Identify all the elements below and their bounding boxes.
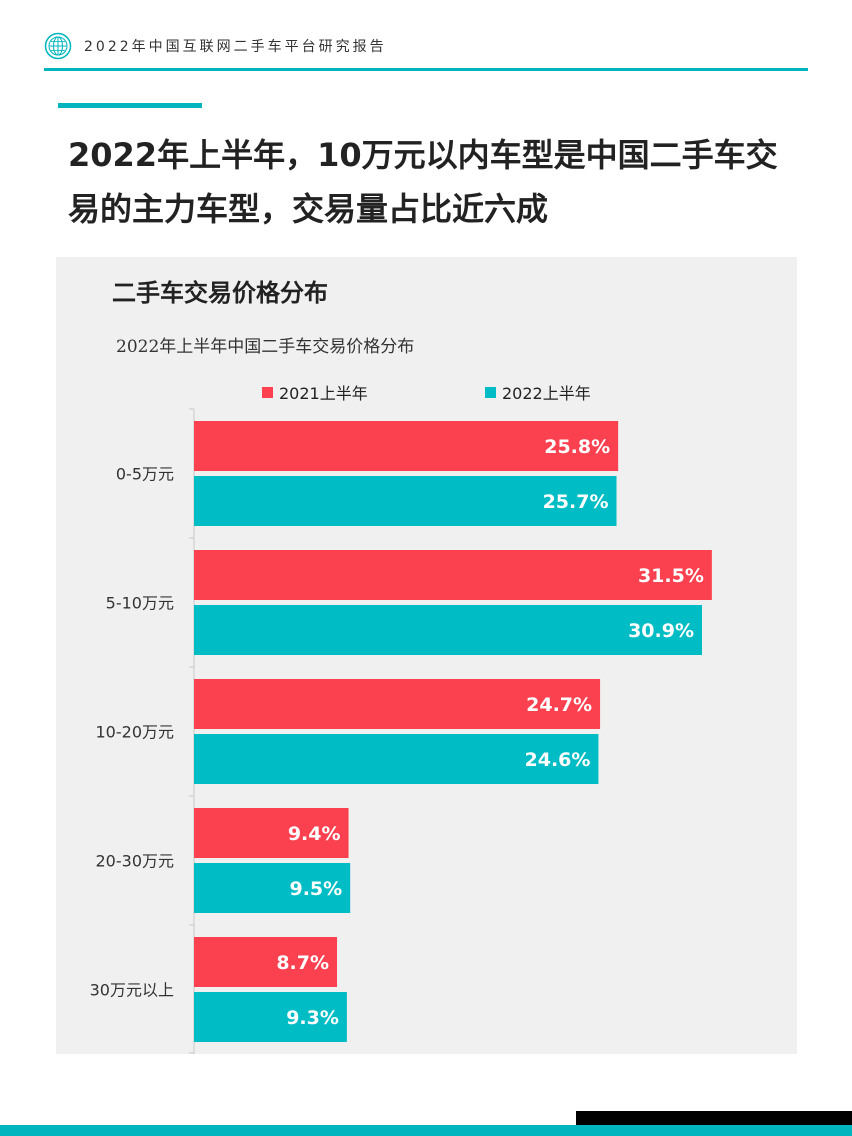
bar-2022 [194,605,702,655]
bar-2021 [194,421,619,471]
chart-heading: 二手车交易价格分布 [112,279,328,307]
category-label: 30万元以上 [90,981,174,1000]
header-divider [44,68,808,71]
bar-2021 [194,550,712,600]
bar-value-label: 9.5% [289,878,342,900]
bar-2022 [194,734,599,784]
legend-label-2022: 2022上半年 [502,384,591,403]
bar-value-label: 30.9% [628,620,694,642]
bar-value-label: 9.4% [288,823,341,845]
category-label: 20-30万元 [96,852,175,871]
footer-bar-dark [576,1111,852,1125]
bar-2021 [194,937,338,987]
report-title: 2022年中国互联网二手车平台研究报告 [84,39,387,55]
category-label: 0-5万元 [116,465,174,484]
bar-chart: 0-5万元 25.8% 25.7% 5-10万元 31.5% 30.9% 10-20万元 24… [90,408,712,1054]
legend-item-2021: 2021上半年 [262,380,368,403]
page-header: 2022年中国互联网二手车平台研究报告 [0,0,852,72]
bar-value-label: 9.3% [286,1007,339,1029]
bar-2022 [194,992,347,1042]
headline-accent-bar [58,103,202,108]
category-label: 5-10万元 [106,594,174,613]
bar-value-label: 24.7% [526,694,592,716]
bar-value-label: 8.7% [276,952,329,974]
footer-bar-accent [0,1125,852,1136]
bar-value-label: 25.8% [544,436,610,458]
globe-logo-icon [44,32,72,60]
category-label: 10-20万元 [96,723,175,742]
bar-value-label: 31.5% [638,565,704,587]
legend-label-2021: 2021上半年 [279,384,368,403]
legend-swatch-2022 [485,386,496,398]
page-headline: 2022年上半年，10万元以内车型是中国二手车交易的主力车型，交易量占比近六成 [68,136,778,228]
bar-value-label: 24.6% [525,749,591,771]
bar-2021 [194,679,601,729]
legend-swatch-2021 [262,386,273,398]
legend-item-2022: 2022上半年 [485,380,591,403]
chart-title: 2022年上半年中国二手车交易价格分布 [116,337,415,357]
bar-2021 [194,808,349,858]
bar-2022 [194,476,617,526]
bar-value-label: 25.7% [543,491,609,513]
bar-2022 [194,863,351,913]
chart-panel [56,257,797,1054]
